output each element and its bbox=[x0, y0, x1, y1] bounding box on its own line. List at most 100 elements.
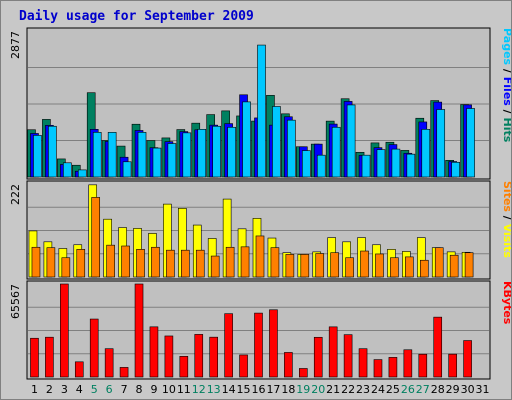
legend-entry: KBytes bbox=[501, 281, 511, 325]
bar-kbytes-day-16 bbox=[254, 312, 263, 378]
bar-pages-day-11 bbox=[182, 132, 192, 178]
x-tick-label-12: 12 bbox=[192, 383, 206, 396]
x-tick-label-13: 13 bbox=[207, 383, 221, 396]
bar-kbytes-day-27 bbox=[418, 353, 428, 378]
bar-sites-day-19 bbox=[300, 254, 310, 278]
bar-sites-day-7 bbox=[121, 245, 130, 278]
bar-pages-day-9 bbox=[152, 147, 162, 178]
bar-kbytes-day-24 bbox=[373, 359, 383, 378]
x-tick-label-8: 8 bbox=[136, 383, 143, 396]
bar-pages-day-27 bbox=[421, 129, 431, 178]
bar-sites-day-14 bbox=[225, 246, 235, 278]
bar-pages-day-19 bbox=[302, 150, 311, 178]
x-tick-label-28: 28 bbox=[431, 383, 445, 396]
bar-kbytes-day-7 bbox=[119, 367, 129, 378]
bar-sites-day-10 bbox=[166, 249, 175, 278]
bar-kbytes-day-6 bbox=[104, 348, 114, 378]
x-tick-label-24: 24 bbox=[371, 383, 385, 396]
bar-pages-day-25 bbox=[391, 148, 401, 178]
bar-sites-day-1 bbox=[31, 246, 41, 278]
bar-pages-day-30 bbox=[466, 108, 475, 178]
bar-sites-day-20 bbox=[315, 253, 325, 278]
bar-pages-day-13 bbox=[212, 125, 221, 178]
legend-entry: / bbox=[501, 212, 511, 224]
bar-kbytes-day-15 bbox=[239, 354, 248, 378]
bar-kbytes-day-10 bbox=[164, 335, 174, 378]
bar-kbytes-day-18 bbox=[284, 352, 293, 378]
x-tick-label-27: 27 bbox=[416, 383, 430, 396]
bar-sites-day-5 bbox=[91, 197, 101, 278]
bar-pages-day-15 bbox=[242, 101, 251, 178]
legend-kbytes: KBytes bbox=[501, 281, 511, 325]
y-max-label-kbytes: 65567 bbox=[9, 284, 22, 319]
bar-kbytes-day-12 bbox=[194, 334, 204, 378]
bar-pages-day-28 bbox=[436, 109, 446, 178]
bar-kbytes-day-9 bbox=[149, 326, 159, 378]
legend-entry: Hits bbox=[501, 118, 511, 143]
bar-sites-day-4 bbox=[76, 249, 86, 278]
x-tick-label-19: 19 bbox=[296, 383, 310, 396]
bar-sites-day-9 bbox=[151, 246, 160, 278]
bar-pages-day-29 bbox=[451, 161, 460, 178]
x-tick-label-2: 2 bbox=[46, 383, 53, 396]
x-tick-label-23: 23 bbox=[356, 383, 370, 396]
bar-kbytes-day-26 bbox=[403, 349, 413, 378]
bar-pages-day-7 bbox=[122, 161, 132, 178]
x-tick-label-21: 21 bbox=[326, 383, 340, 396]
bar-kbytes-day-20 bbox=[313, 336, 323, 378]
bar-kbytes-day-8 bbox=[134, 283, 144, 378]
bar-kbytes-day-21 bbox=[328, 326, 338, 378]
bar-kbytes-day-2 bbox=[45, 336, 54, 378]
bar-sites-day-25 bbox=[390, 257, 399, 278]
bar-kbytes-day-13 bbox=[209, 336, 218, 378]
bar-sites-day-2 bbox=[46, 247, 56, 278]
x-tick-label-11: 11 bbox=[177, 383, 191, 396]
x-tick-label-4: 4 bbox=[76, 383, 83, 396]
x-tick-label-14: 14 bbox=[222, 383, 236, 396]
bar-pages-day-6 bbox=[107, 132, 117, 178]
bar-pages-day-16 bbox=[257, 44, 266, 178]
bar-pages-day-14 bbox=[227, 126, 236, 178]
legend-entry: Visits bbox=[501, 224, 511, 259]
x-tick-label-20: 20 bbox=[311, 383, 325, 396]
chart-title: Daily usage for September 2009 bbox=[19, 9, 254, 24]
bar-sites-day-16 bbox=[255, 235, 265, 278]
bar-sites-day-8 bbox=[136, 249, 145, 278]
bar-kbytes-day-23 bbox=[358, 348, 368, 378]
x-tick-label-17: 17 bbox=[266, 383, 280, 396]
bar-kbytes-day-17 bbox=[269, 309, 278, 378]
bar-pages-day-17 bbox=[272, 106, 281, 178]
bar-kbytes-day-3 bbox=[60, 283, 69, 378]
bar-kbytes-day-14 bbox=[224, 313, 233, 378]
bar-sites-day-23 bbox=[360, 250, 369, 278]
legend-entry: / bbox=[501, 65, 511, 77]
bar-sites-day-6 bbox=[106, 244, 115, 278]
bar-sites-day-17 bbox=[270, 247, 280, 278]
x-tick-label-15: 15 bbox=[237, 383, 251, 396]
bar-sites-day-15 bbox=[240, 246, 250, 278]
bar-sites-day-18 bbox=[285, 254, 295, 278]
bar-pages-day-20 bbox=[316, 154, 326, 178]
bar-pages-day-8 bbox=[137, 132, 147, 178]
bar-sites-day-11 bbox=[181, 249, 190, 278]
bar-kbytes-day-25 bbox=[388, 357, 398, 378]
x-tick-label-9: 9 bbox=[150, 383, 157, 396]
bar-sites-day-29 bbox=[449, 254, 459, 278]
bar-pages-day-18 bbox=[287, 119, 296, 178]
legend-pages-files-hits: Pages / Files / Hits bbox=[501, 28, 511, 143]
y-max-label-pages-files-hits: 2877 bbox=[9, 31, 22, 59]
bar-kbytes-day-29 bbox=[448, 353, 457, 378]
x-tick-label-31: 31 bbox=[476, 383, 490, 396]
bar-pages-day-5 bbox=[92, 132, 102, 178]
x-tick-label-16: 16 bbox=[252, 383, 266, 396]
bar-pages-day-22 bbox=[346, 104, 356, 178]
x-tick-label-30: 30 bbox=[461, 383, 475, 396]
x-tick-label-29: 29 bbox=[446, 383, 460, 396]
bar-kbytes-day-22 bbox=[343, 334, 353, 378]
bar-sites-day-26 bbox=[405, 256, 414, 278]
bar-sites-day-28 bbox=[434, 247, 444, 278]
legend-entry: Pages bbox=[501, 28, 511, 66]
bar-sites-day-30 bbox=[464, 252, 474, 278]
